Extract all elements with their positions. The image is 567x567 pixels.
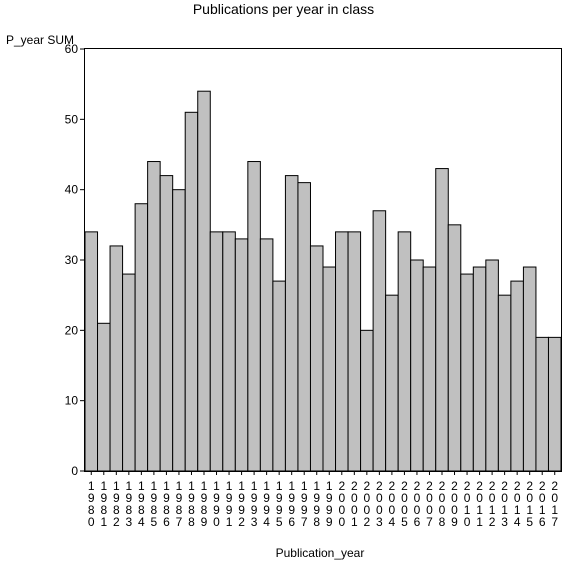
x-axis-label: Publication_year bbox=[275, 546, 365, 560]
bar-1984 bbox=[134, 203, 149, 472]
bar-1980 bbox=[84, 231, 99, 472]
bar-1982 bbox=[109, 245, 124, 472]
bar-series bbox=[84, 90, 562, 472]
bar-1998 bbox=[309, 245, 324, 472]
bar-1987 bbox=[172, 189, 186, 472]
bar-2006 bbox=[410, 259, 424, 472]
y-tick-label-10: 10 bbox=[65, 394, 79, 408]
y-tick-label-20: 20 bbox=[65, 323, 79, 337]
bar-2004 bbox=[385, 294, 399, 472]
bar-2002 bbox=[360, 329, 374, 472]
bar-2015 bbox=[522, 266, 537, 472]
bar-2014 bbox=[510, 280, 524, 472]
bar-2001 bbox=[347, 231, 362, 472]
bar-1989 bbox=[197, 90, 211, 472]
x-axis: 1 9 8 0 1 9 8 1 1 9 8 2 1 9 8 3 1 9 8 4 1 9 8 5 1 9 8 6 1 9 8 7 1 9 8 8 1 9 8 9… bbox=[88, 471, 558, 529]
y-tick-label-60: 60 bbox=[65, 42, 79, 56]
bar-1997 bbox=[297, 182, 311, 472]
bar-1990 bbox=[209, 231, 224, 472]
bar-2003 bbox=[372, 210, 387, 472]
y-axis: 0 10 20 30 40 50 60 bbox=[65, 42, 85, 478]
bar-1983 bbox=[122, 273, 136, 472]
bar-2013 bbox=[497, 294, 512, 472]
bar-1993 bbox=[247, 161, 261, 472]
bar-2010 bbox=[460, 273, 474, 472]
bar-2008 bbox=[435, 168, 449, 472]
y-tick-label-40: 40 bbox=[65, 183, 79, 197]
bar-2005 bbox=[397, 231, 412, 472]
bar-1988 bbox=[184, 111, 199, 472]
y-axis-label: P_year SUM bbox=[6, 33, 75, 47]
bar-1986 bbox=[159, 175, 174, 472]
bar-2007 bbox=[422, 266, 437, 472]
y-tick-label-50: 50 bbox=[65, 112, 79, 126]
bar-1999 bbox=[322, 266, 337, 472]
bar-2000 bbox=[335, 231, 349, 472]
bar-2012 bbox=[485, 259, 499, 472]
chart-title: Publications per year in class bbox=[192, 1, 375, 17]
bar-1981 bbox=[97, 322, 111, 472]
bar-1996 bbox=[284, 175, 299, 472]
bar-1992 bbox=[234, 238, 249, 472]
bar-1985 bbox=[147, 161, 161, 472]
bar-2017 bbox=[547, 336, 562, 472]
bar-1991 bbox=[222, 231, 236, 472]
bar-2009 bbox=[447, 224, 462, 472]
bar-1994 bbox=[259, 238, 274, 472]
y-tick-label-0: 0 bbox=[71, 464, 78, 478]
bar-2011 bbox=[472, 266, 487, 472]
bar-1995 bbox=[272, 280, 286, 472]
y-tick-label-30: 30 bbox=[65, 253, 79, 267]
bar-2016 bbox=[535, 336, 549, 472]
